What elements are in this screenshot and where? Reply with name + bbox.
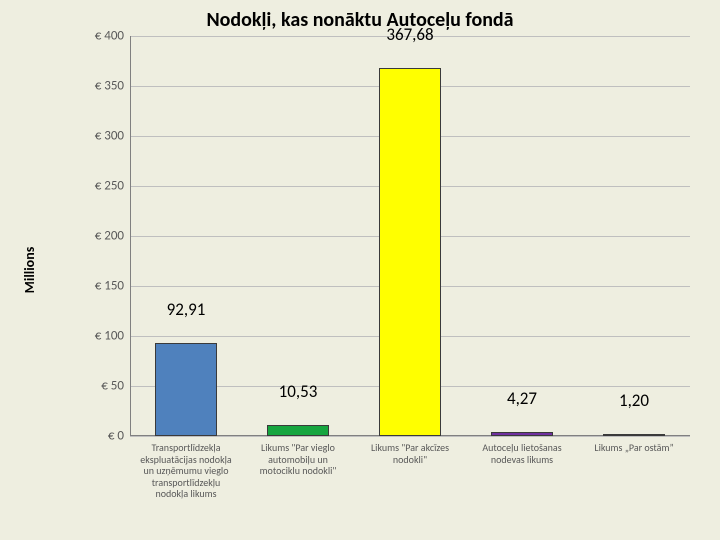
- x-tick-label: Likums „Par ostām”: [584, 442, 684, 454]
- plot-area: € 0€ 50€ 100€ 150€ 200€ 250€ 300€ 350€ 4…: [130, 36, 690, 436]
- bar: [155, 343, 217, 436]
- bar-value-label: 10,53: [279, 381, 318, 402]
- bar-value-label: 1,20: [619, 390, 649, 411]
- gridline: [130, 436, 690, 437]
- y-tick-label: € 150: [95, 279, 124, 294]
- chart-container: Nodokļi, kas nonāktu Autoceļu fondā Mill…: [0, 0, 720, 540]
- x-tick-label: Transportlīdzekļa ekspluatācijas nodokļa…: [136, 442, 236, 500]
- y-tick-label: € 400: [95, 29, 124, 44]
- bar: [267, 425, 329, 436]
- y-tick-label: € 200: [95, 229, 124, 244]
- bar: [603, 434, 665, 436]
- y-tick-label: € 0: [108, 429, 124, 444]
- y-tick-label: € 350: [95, 79, 124, 94]
- x-tick-label: Autoceļu lietošanas nodevas likums: [472, 442, 572, 465]
- y-axis-title: Millions: [21, 247, 38, 294]
- y-tick-label: € 50: [101, 379, 124, 394]
- y-axis-line: [130, 36, 131, 436]
- y-tick-label: € 250: [95, 179, 124, 194]
- bar-value-label: 92,91: [167, 299, 206, 320]
- bar: [379, 68, 441, 436]
- x-tick-label: Likums "Par akcīzes nodokli": [360, 442, 460, 465]
- bar-value-label: 367,68: [386, 24, 433, 45]
- x-tick-label: Likums "Par vieglo automobiļu un motocik…: [248, 442, 348, 477]
- bar: [491, 432, 553, 436]
- y-tick-label: € 100: [95, 329, 124, 344]
- bar-value-label: 4,27: [507, 388, 537, 409]
- y-tick-label: € 300: [95, 129, 124, 144]
